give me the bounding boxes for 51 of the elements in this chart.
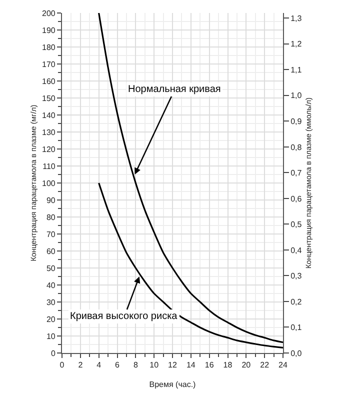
y2-tick-label: 0,9 [290, 116, 302, 126]
y-tick-label: 130 [42, 128, 56, 137]
y-tick-label: 190 [42, 26, 56, 35]
y-tick-label: 30 [46, 298, 56, 307]
annotation: Нормальная кривая [128, 84, 221, 95]
y2-tick-label: 0,5 [290, 220, 302, 230]
y2-tick-label: 0,1 [290, 323, 302, 332]
y-tick-label: 90 [46, 196, 56, 205]
x-tick-label: 4 [96, 360, 102, 370]
y-tick-label: 40 [46, 280, 56, 290]
y-tick-label: 60 [46, 246, 56, 256]
x-tick-label: 22 [260, 360, 270, 370]
x-tick-label: 6 [115, 360, 120, 370]
x-tick-label: 18 [223, 360, 233, 370]
x-tick-label: 14 [186, 360, 196, 370]
y-tick-label: 120 [42, 144, 56, 154]
y2-tick-label: 1,1 [290, 65, 302, 74]
annotation: Кривая высокого риска [70, 311, 178, 322]
x-tick-label: 24 [278, 360, 288, 370]
y2-tick-label: 0,6 [290, 194, 302, 204]
x-tick-label: 0 [60, 360, 65, 370]
x-tick-label: 2 [78, 360, 84, 370]
y2-tick-label: 0,4 [290, 246, 302, 255]
y-tick-label: 160 [42, 76, 56, 86]
x-tick-label: 12 [168, 360, 178, 370]
y-tick-label: 110 [42, 162, 56, 171]
y-tick-label: 170 [42, 60, 56, 69]
x-tick-label: 8 [133, 360, 138, 370]
x-axis-title: Время (час.) [149, 380, 196, 389]
x-tick-label: 16 [204, 360, 214, 370]
y-tick-label: 140 [42, 110, 56, 120]
y-tick-label: 20 [46, 314, 56, 324]
y-tick-label: 180 [42, 42, 56, 52]
y2-tick-label: 1,2 [290, 40, 302, 49]
y-tick-label: 200 [42, 8, 56, 18]
y2-tick-label: 0,7 [290, 168, 302, 178]
y-tick-label: 10 [46, 332, 56, 341]
y-tick-label: 50 [46, 264, 56, 273]
y-tick-label: 80 [46, 212, 56, 222]
y2-tick-label: 0,0 [290, 348, 302, 358]
x-tick-label: 20 [242, 360, 252, 370]
y2-tick-label: 0,3 [290, 272, 302, 281]
y-tick-label: 150 [42, 94, 56, 103]
x-tick-label: 10 [150, 360, 160, 370]
y2-tick-label: 0,8 [290, 142, 302, 152]
y2-tick-label: 1,0 [290, 91, 302, 100]
y-tick-label: 70 [46, 230, 56, 239]
y-tick-label: 0 [50, 348, 56, 358]
y-tick-label: 100 [42, 178, 56, 188]
y2-tick-label: 1,3 [290, 14, 302, 23]
y2-tick-label: 0,2 [290, 297, 302, 306]
